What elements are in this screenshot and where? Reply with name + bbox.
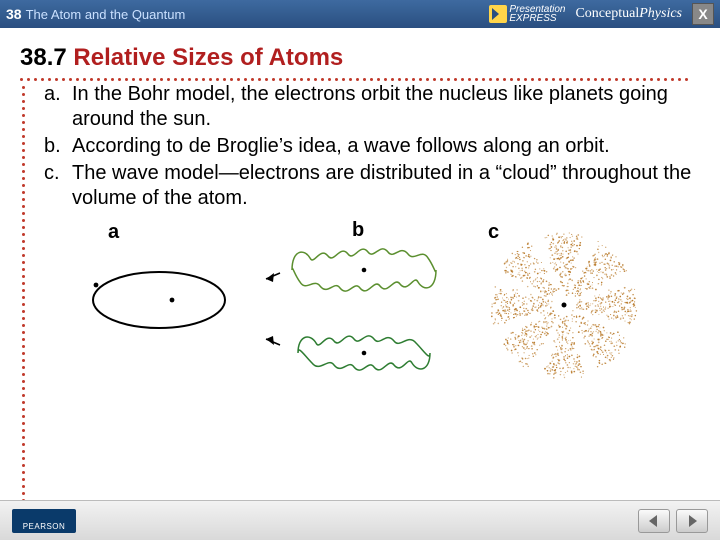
chapter-heading: 38 The Atom and the Quantum (6, 6, 185, 22)
branding-group: Presentation EXPRESS ConceptualPhysics X (489, 3, 714, 25)
divider-vertical-dots (20, 86, 26, 490)
figure-a: a (84, 225, 234, 345)
figure-b-label: b (352, 219, 364, 242)
title-bar: 38 The Atom and the Quantum Presentation… (0, 0, 720, 28)
figure-c: c (484, 225, 644, 385)
section-title: Relative Sizes of Atoms (73, 44, 343, 71)
electron-cloud-diagram-icon (484, 225, 644, 385)
list-item: c. The wave model—electrons are distribu… (44, 161, 700, 211)
item-text: According to de Broglie’s idea, a wave f… (72, 134, 700, 159)
figure-c-label: c (488, 221, 499, 244)
item-label: c. (44, 161, 72, 211)
item-list: a. In the Bohr model, the electrons orbi… (44, 82, 700, 211)
chapter-title: The Atom and the Quantum (26, 7, 186, 22)
list-item: a. In the Bohr model, the electrons orbi… (44, 82, 700, 132)
chevron-right-icon (684, 514, 700, 528)
list-item: b. According to de Broglie’s idea, a wav… (44, 134, 700, 159)
presentation-express-badge: Presentation EXPRESS (489, 3, 565, 25)
section-heading: 38.7 Relative Sizes of Atoms (20, 44, 700, 72)
wave-orbit-diagram-icon (264, 225, 454, 395)
close-icon: X (698, 6, 707, 22)
play-icon (489, 5, 507, 23)
chevron-left-icon (646, 514, 662, 528)
item-label: b. (44, 134, 72, 159)
close-button[interactable]: X (692, 3, 714, 25)
divider-horizontal-dots (20, 78, 700, 84)
item-text: The wave model—electrons are distributed… (72, 161, 700, 211)
figure-b: b (264, 225, 454, 395)
chapter-number: 38 (6, 6, 22, 22)
publisher-logo: PEARSON (12, 509, 76, 533)
figure-a-label: a (108, 221, 119, 244)
figure: a b (84, 225, 644, 395)
item-text: In the Bohr model, the electrons orbit t… (72, 82, 700, 132)
section-number: 38.7 (20, 44, 67, 71)
item-label: a. (44, 82, 72, 132)
orbit-diagram-icon (84, 225, 234, 345)
nav-button-group (638, 509, 708, 533)
footer-bar: PEARSON (0, 500, 720, 540)
next-button[interactable] (676, 509, 708, 533)
body-area: a. In the Bohr model, the electrons orbi… (44, 82, 700, 395)
book-title: ConceptualPhysics (575, 6, 682, 22)
presentation-express-text: Presentation EXPRESS (509, 5, 565, 23)
slide-content: 38.7 Relative Sizes of Atoms a. In the B… (20, 40, 700, 490)
prev-button[interactable] (638, 509, 670, 533)
